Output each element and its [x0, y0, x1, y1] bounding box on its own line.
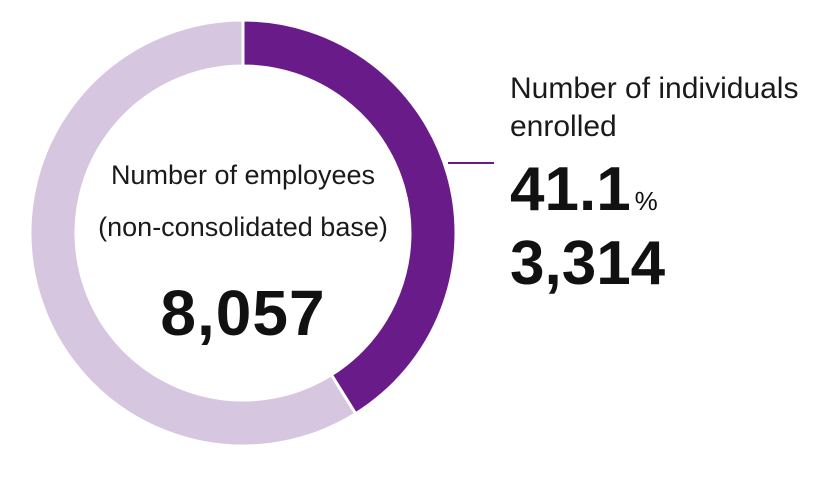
callout-label: Number of individuals enrolled [510, 72, 799, 143]
slice-remaining [28, 18, 358, 448]
slice-enrolled [241, 18, 458, 416]
center-total-value: 8,057 [160, 277, 326, 349]
center-label-line1: Number of employees [110, 160, 376, 190]
center-label-line2: (non-consolidated base) [98, 212, 388, 242]
callout-percent-value: 41.1 [510, 155, 631, 224]
donut-slices [28, 18, 458, 448]
callout-percent: 41.1% [510, 154, 658, 225]
callout-percent-unit: % [634, 186, 658, 216]
callout-count: 3,314 [510, 229, 666, 298]
